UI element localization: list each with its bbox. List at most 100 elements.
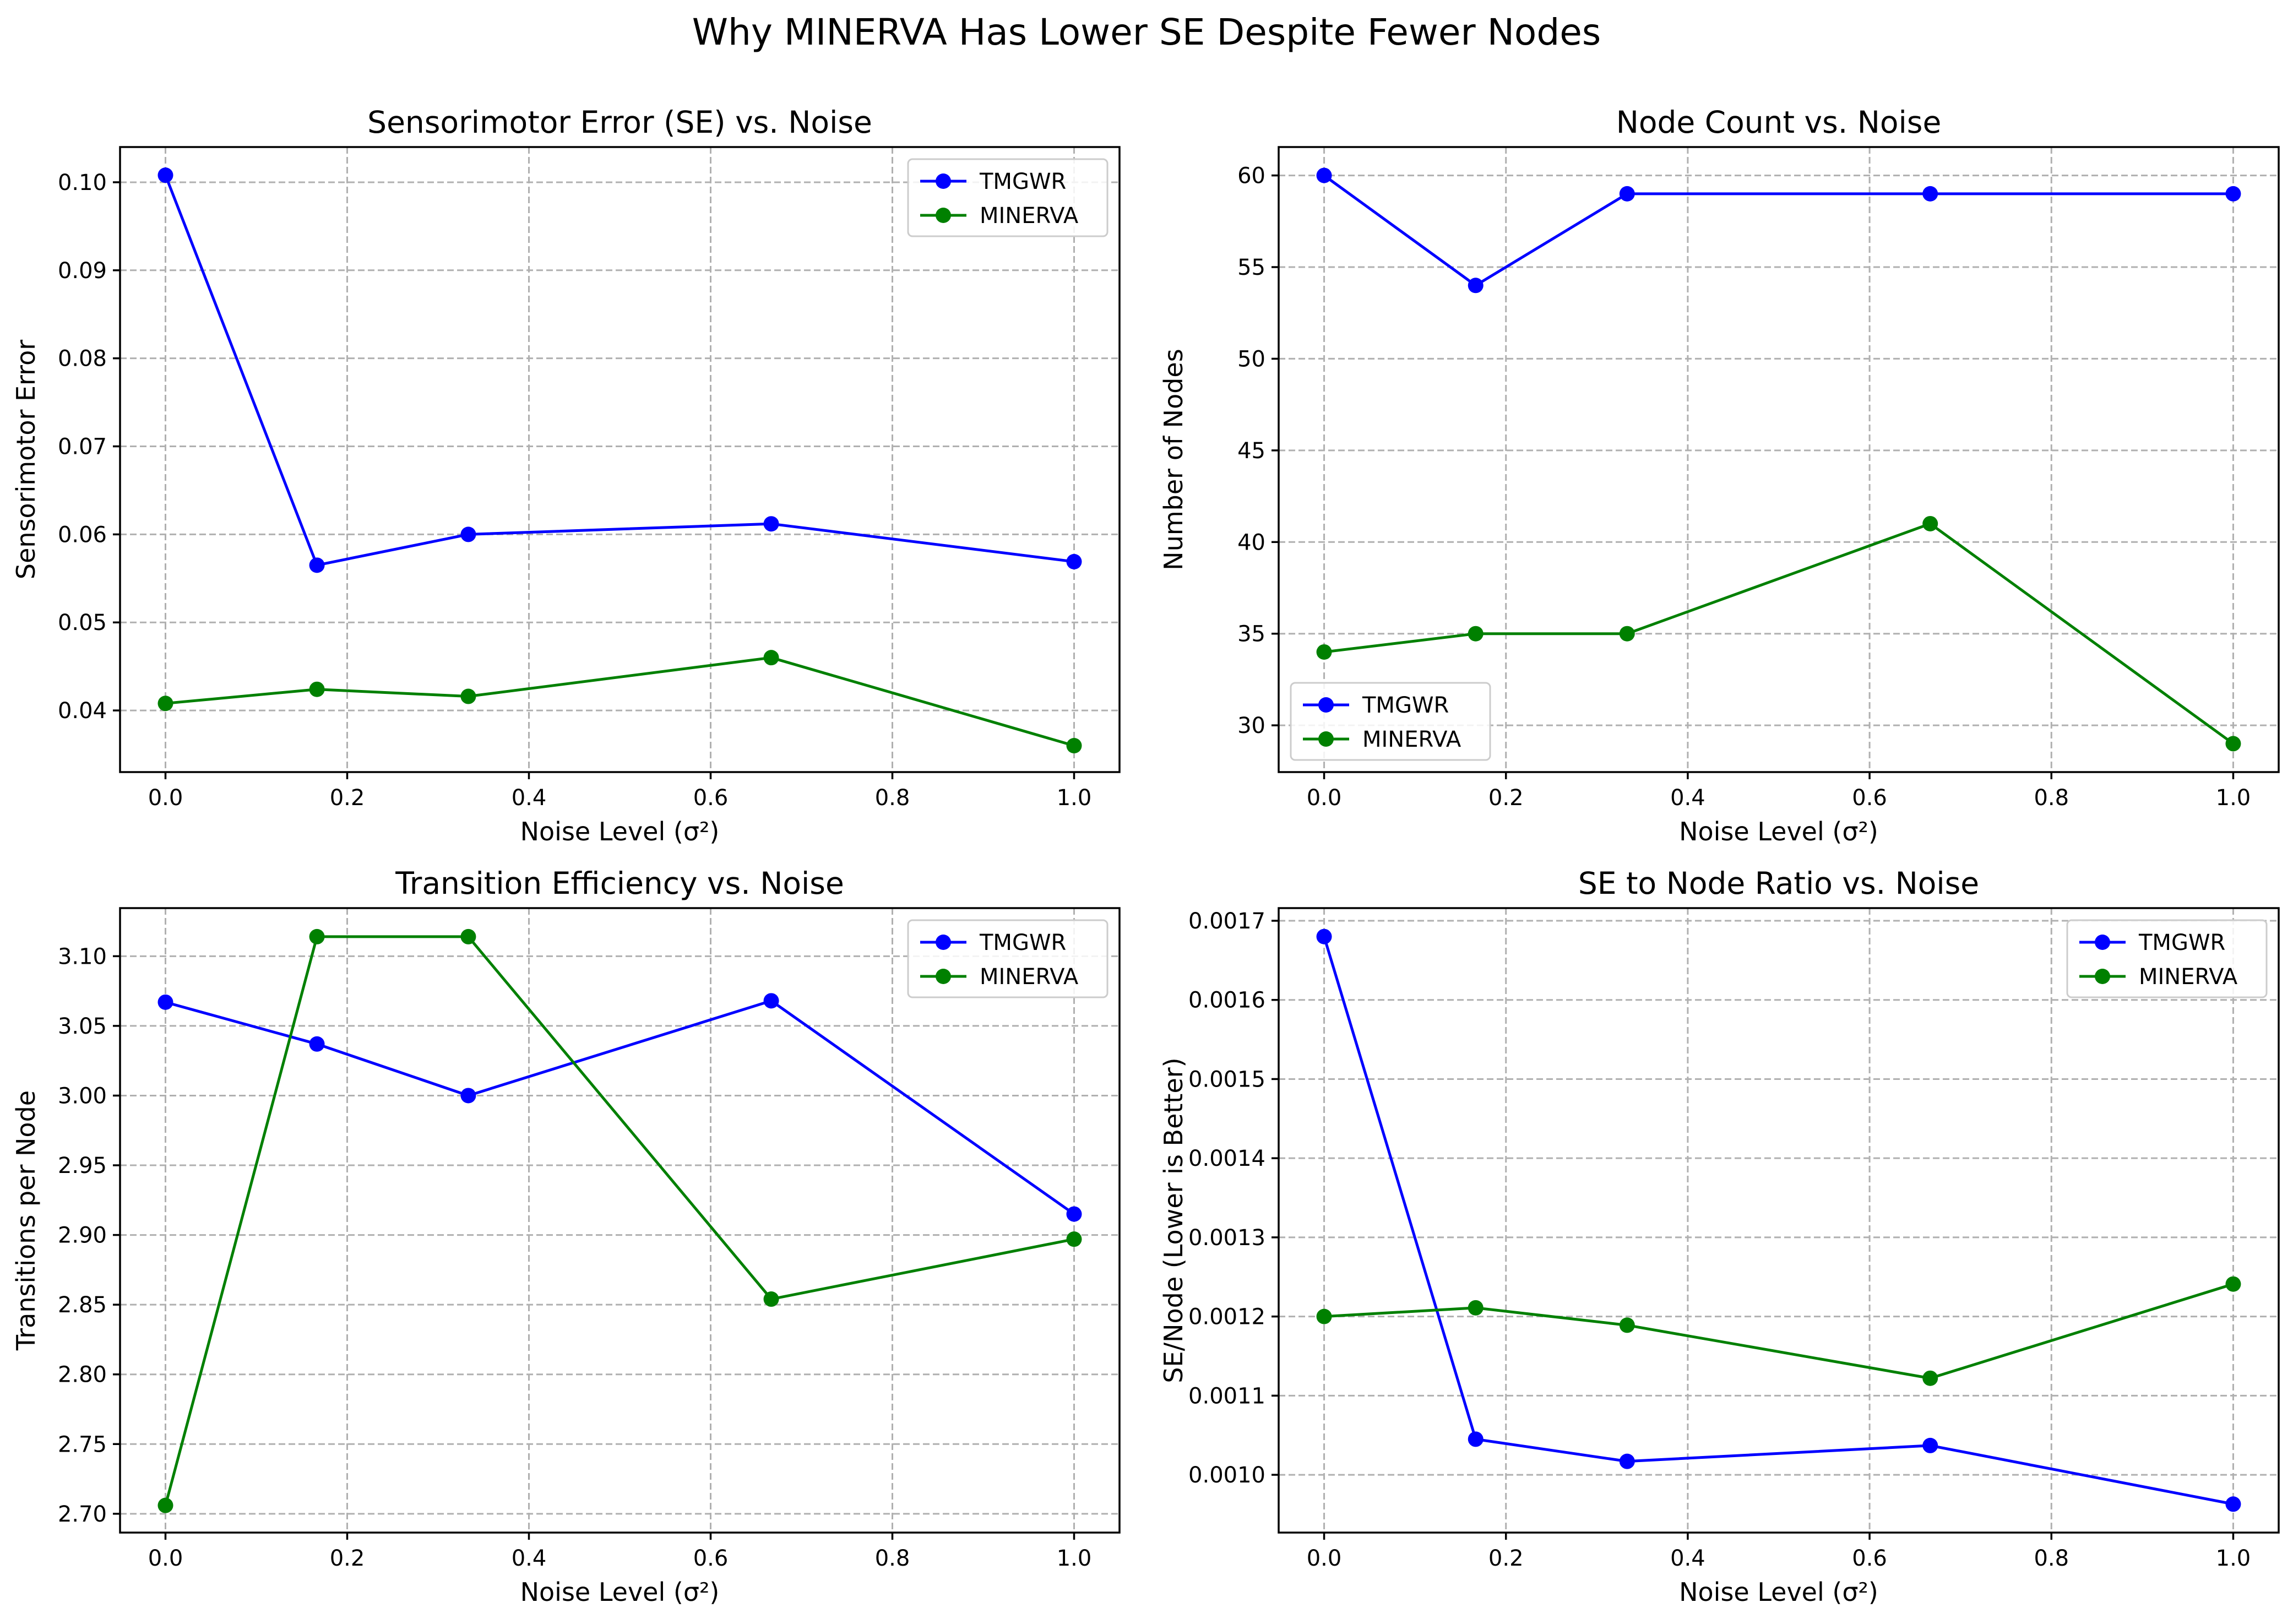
legend: TMGWR MINERVA	[2066, 919, 2268, 998]
data-point-minerva	[309, 928, 325, 944]
data-point-tmgwr	[460, 1088, 476, 1104]
series-line-tmgwr	[1323, 936, 2234, 1506]
series-line-tmgwr	[1323, 174, 2234, 287]
legend: TMGWR MINERVA	[1290, 682, 1491, 761]
data-point-tmgwr	[1468, 1431, 1484, 1447]
y-tick-label: 0.09	[58, 258, 107, 284]
x-tick-label: 0.0	[1307, 785, 1342, 811]
data-point-tmgwr	[157, 167, 173, 183]
data-point-minerva	[1619, 626, 1635, 642]
data-point-tmgwr	[1468, 278, 1484, 294]
data-point-minerva	[2225, 736, 2241, 752]
y-tick-label: 2.85	[58, 1292, 107, 1318]
data-point-tmgwr	[1619, 1453, 1635, 1469]
figure-title: Why MINERVA Has Lower SE Despite Fewer N…	[692, 11, 1601, 53]
y-tick-label: 30	[1237, 713, 1265, 738]
data-point-tmgwr	[2225, 1496, 2241, 1512]
data-point-minerva	[1066, 1231, 1082, 1247]
data-point-minerva	[460, 928, 476, 944]
y-axis-label: SE/Node (Lower is Better)	[1159, 1057, 1188, 1383]
data-point-minerva	[1922, 1370, 1938, 1386]
subplot-title: Transition Efficiency vs. Noise	[395, 866, 844, 901]
series-line-minerva	[1324, 1283, 2234, 1380]
data-point-minerva	[157, 1497, 173, 1513]
x-tick-label: 0.4	[1670, 1546, 1705, 1571]
x-axis-label: Noise Level (σ²)	[1679, 1577, 1878, 1607]
x-tick-label: 0.6	[1852, 785, 1887, 811]
legend-marker-tmgwr	[2095, 935, 2110, 950]
legend: TMGWR MINERVA	[907, 919, 1109, 998]
series-line-tmgwr	[165, 999, 1075, 1215]
legend-marker-minerva	[936, 969, 951, 984]
series-line-minerva	[164, 935, 1074, 1506]
data-point-tmgwr	[309, 557, 325, 573]
y-tick-label: 35	[1237, 622, 1265, 647]
data-point-minerva	[2225, 1276, 2241, 1292]
y-tick-label: 0.0011	[1188, 1383, 1265, 1409]
plot-area-border	[1278, 907, 2280, 1534]
legend: TMGWR MINERVA	[907, 158, 1109, 237]
data-point-minerva	[1922, 515, 1938, 531]
data-point-tmgwr	[157, 994, 173, 1010]
data-point-minerva	[1468, 1300, 1484, 1316]
y-axis-label: Number of Nodes	[1159, 349, 1188, 570]
y-tick-label: 2.90	[58, 1223, 107, 1248]
data-point-minerva	[157, 696, 173, 711]
y-tick-label: 0.0013	[1188, 1225, 1265, 1251]
x-tick-label: 0.2	[1488, 1546, 1524, 1571]
legend-label-tmgwr: TMGWR	[1362, 693, 1449, 718]
x-tick-label: 0.4	[512, 1546, 547, 1571]
x-tick-label: 1.0	[1057, 785, 1092, 811]
y-tick-label: 0.0017	[1188, 909, 1265, 934]
x-tick-label: 1.0	[1057, 1546, 1092, 1571]
data-point-minerva	[1468, 626, 1484, 642]
x-axis-label: Noise Level (σ²)	[1679, 817, 1878, 846]
y-tick-label: 2.95	[58, 1153, 107, 1178]
legend-box	[1290, 682, 1491, 761]
data-point-minerva	[763, 650, 779, 666]
legend-label-minerva: MINERVA	[2139, 964, 2238, 990]
y-tick-label: 3.00	[58, 1083, 107, 1109]
x-tick-label: 0.0	[148, 785, 183, 811]
y-tick-label: 0.06	[58, 522, 107, 547]
legend-label-tmgwr: TMGWR	[979, 169, 1066, 194]
subplot-4: 0.0 0.2 0.4 0.6 0.8 1.0 0.0010 0.0011 0.0012 0.00…	[1159, 866, 2280, 1607]
subplot-title: Sensorimotor Error (SE) vs. Noise	[367, 105, 872, 140]
y-axis-label: Sensorimotor Error	[11, 340, 41, 579]
x-tick-label: 1.0	[2216, 785, 2251, 811]
x-axis-label: Noise Level (σ²)	[520, 1577, 720, 1607]
series-line-minerva	[165, 656, 1075, 747]
data-point-minerva	[763, 1291, 779, 1307]
y-tick-label: 2.75	[58, 1432, 107, 1457]
data-point-minerva	[460, 688, 476, 704]
data-point-tmgwr	[1619, 186, 1635, 202]
x-tick-label: 0.6	[693, 1546, 729, 1571]
subplot-3: 0.0 0.2 0.4 0.6 0.8 1.0 2.70 2.75 2.80 2.85 2.90 2.…	[11, 866, 1121, 1607]
data-point-minerva	[1619, 1317, 1635, 1333]
legend-box	[2066, 919, 2268, 998]
y-tick-label: 3.10	[58, 944, 107, 969]
plot-area-border	[119, 907, 1121, 1534]
x-tick-label: 0.8	[875, 1546, 910, 1571]
data-point-tmgwr	[2225, 186, 2241, 202]
legend-box	[907, 158, 1109, 237]
x-tick-label: 0.2	[330, 785, 365, 811]
x-tick-label: 0.8	[2034, 1546, 2069, 1571]
y-tick-label: 0.08	[58, 346, 107, 372]
y-tick-label: 2.80	[58, 1362, 107, 1388]
y-tick-label: 45	[1237, 438, 1265, 464]
y-tick-label: 2.70	[58, 1502, 107, 1527]
y-tick-label: 0.0016	[1188, 988, 1265, 1013]
data-point-minerva	[309, 681, 325, 697]
data-point-tmgwr	[1316, 928, 1332, 944]
legend-label-minerva: MINERVA	[980, 203, 1079, 229]
y-tick-label: 60	[1237, 164, 1265, 189]
x-tick-label: 0.4	[1670, 785, 1705, 811]
data-point-minerva	[1066, 738, 1082, 754]
legend-marker-minerva	[1318, 731, 1334, 747]
data-point-tmgwr	[763, 516, 779, 532]
y-tick-label: 0.0014	[1188, 1146, 1265, 1171]
legend-marker-tmgwr	[936, 173, 951, 189]
data-point-tmgwr	[1922, 1437, 1938, 1453]
